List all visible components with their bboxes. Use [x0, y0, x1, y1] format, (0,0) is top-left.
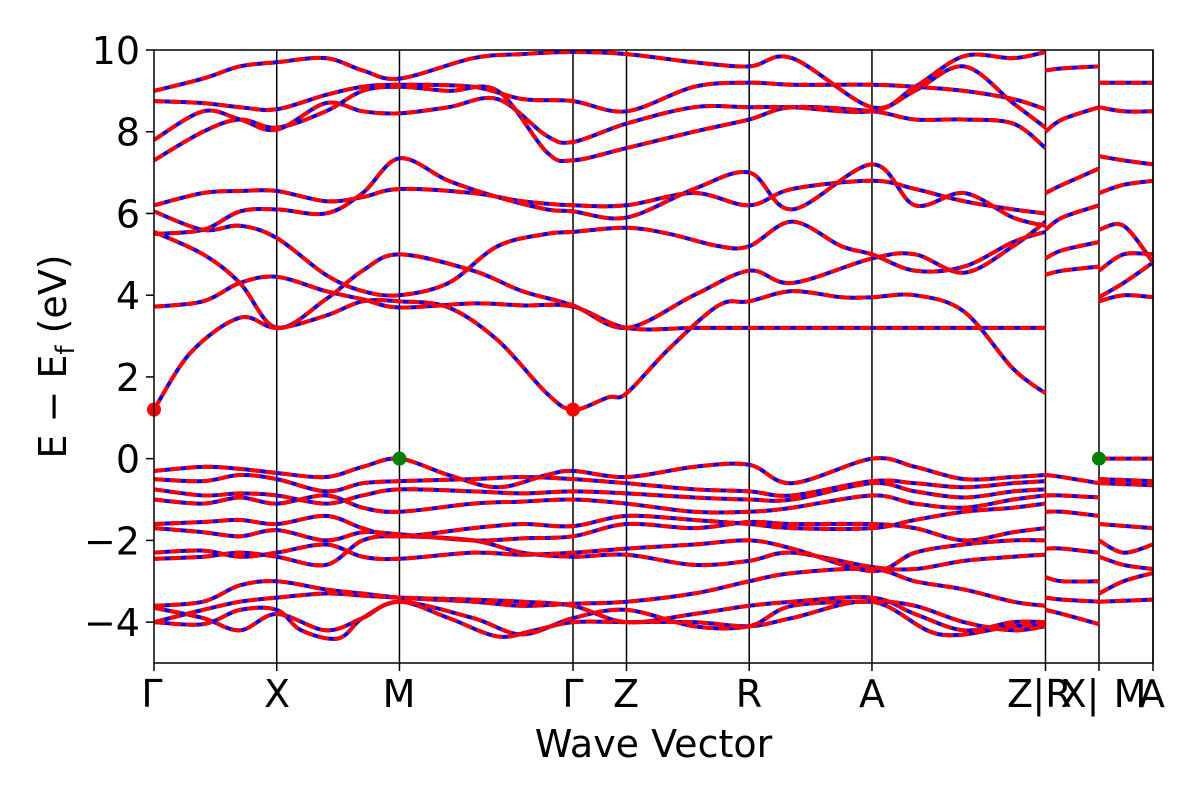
band-line-dashed — [1098, 221, 1155, 264]
band-line-dashed — [1044, 166, 1100, 195]
band-line-dashed — [1098, 554, 1154, 571]
band-edge-markers — [147, 402, 1106, 466]
band-line-dashed — [1098, 105, 1154, 114]
x-tick-label: M — [1114, 672, 1147, 716]
band-line-dashed — [1045, 546, 1100, 555]
band-line-dashed — [1045, 493, 1100, 500]
band-line-dashed — [1044, 105, 1100, 134]
x-tick-label: Γ — [141, 672, 162, 716]
band-line-dashed — [1045, 473, 1100, 486]
band-line-dashed — [1097, 251, 1154, 273]
kpoint-vertical-lines — [275, 50, 1154, 663]
band-line-dashed — [152, 84, 1047, 164]
band-edge-marker — [392, 451, 407, 466]
band-line-dashed — [1098, 154, 1154, 167]
x-tick-label: A — [859, 672, 885, 716]
y-axis-ticks: −4 −2 0 2 4 6 8 10 — [84, 29, 154, 645]
band-line-dashed — [1044, 240, 1100, 261]
band-line-dashed — [153, 50, 1046, 111]
band-edge-marker — [565, 402, 580, 417]
band-line-dashed — [1045, 509, 1100, 518]
band-line-dashed — [153, 501, 1046, 539]
band-line-dashed — [1045, 595, 1100, 604]
band-line-dashed — [1097, 260, 1155, 299]
band-line-dashed — [1098, 538, 1154, 555]
band-line-dashed — [152, 64, 1047, 145]
y-axis-label-subscript: f — [51, 345, 81, 355]
band-line-dashed — [1098, 178, 1154, 195]
y-tick-label: 8 — [116, 111, 140, 155]
band-line-dashed — [153, 481, 1046, 506]
band-line-dashed — [153, 209, 1047, 298]
x-tick-label: X| — [1061, 672, 1100, 717]
y-tick-label: 0 — [116, 438, 140, 482]
y-tick-label: 4 — [116, 274, 140, 318]
band-line-dashed — [153, 538, 1046, 574]
bands-series-dashed — [152, 50, 1155, 641]
band-line-dashed — [1098, 477, 1154, 484]
band-line-dashed — [1098, 293, 1154, 304]
x-tick-label: M — [383, 672, 416, 716]
band-line-dashed — [153, 566, 1046, 608]
y-axis-label: E − Ef (eV) — [31, 254, 81, 458]
band-line-dashed — [1098, 571, 1154, 596]
y-tick-label: 6 — [116, 192, 140, 236]
band-line-dashed — [1045, 607, 1100, 627]
band-line-dashed — [1045, 64, 1100, 73]
band-line-dashed — [1044, 264, 1100, 277]
band-line-dashed — [153, 456, 1046, 490]
band-line-dashed — [153, 274, 1046, 332]
x-tick-label: X — [264, 672, 290, 716]
band-edge-marker — [1092, 451, 1106, 466]
x-tick-label: R — [736, 672, 762, 716]
x-axis-ticks: Γ X M Γ Z R A Z |RX| MA — [141, 663, 1165, 717]
x-tick-label: Z — [1007, 672, 1033, 716]
x-tick-label: Z — [613, 672, 639, 716]
x-tick-label: A — [1139, 672, 1165, 716]
x-tick-label: |R — [1032, 672, 1071, 717]
band-line-solid — [153, 220, 1047, 330]
y-tick-label: 2 — [116, 356, 140, 400]
band-line-dashed — [1044, 203, 1100, 232]
y-tick-label: −4 — [84, 601, 140, 645]
band-line-dashed — [153, 591, 1046, 633]
bands-series-solid — [152, 50, 1155, 641]
band-line-solid — [1098, 221, 1155, 264]
band-line-dashed — [152, 289, 1047, 412]
band-line-solid — [152, 289, 1047, 412]
band-line-dashed — [153, 599, 1046, 637]
band-line-dashed — [153, 178, 1046, 216]
band-line-dashed — [153, 493, 1046, 515]
x-tick-label: Γ — [562, 672, 583, 716]
y-axis-label-unit: (eV) — [31, 254, 75, 345]
band-line-dashed — [153, 156, 1046, 236]
band-line-dashed — [1098, 481, 1154, 488]
y-axis-label-main: E − E — [31, 355, 75, 459]
plot-frame — [153, 49, 1154, 664]
band-line-dashed — [153, 472, 1046, 498]
band-line-solid — [153, 566, 1046, 608]
band-line-dashed — [153, 599, 1046, 641]
band-line-solid — [153, 156, 1046, 236]
band-line-dashed — [1098, 522, 1154, 531]
band-line-dashed — [153, 534, 1046, 572]
y-tick-label: −2 — [84, 519, 140, 563]
band-line-dashed — [1098, 597, 1154, 604]
band-line-dashed — [153, 519, 1046, 543]
band-line-dashed — [153, 80, 1047, 114]
x-axis-label: Wave Vector — [535, 722, 773, 766]
band-line-dashed — [1044, 575, 1100, 584]
band-line-dashed — [153, 220, 1047, 330]
y-tick-label: 10 — [92, 29, 140, 73]
